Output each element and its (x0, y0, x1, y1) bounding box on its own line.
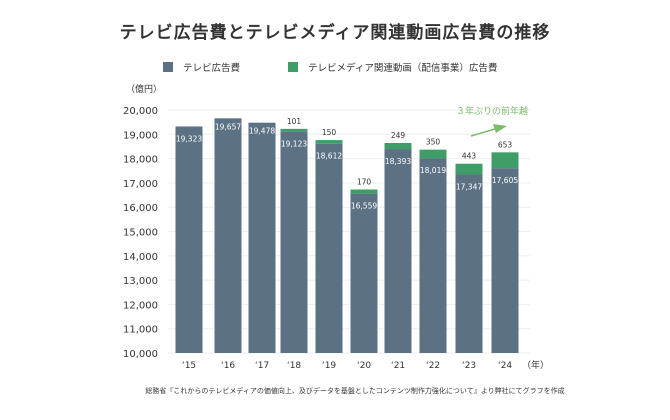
annotation-text: ３年ぶりの前年越 (456, 105, 528, 117)
data-label-video: 443 (462, 152, 477, 161)
legend-label: テレビ広告費 (183, 63, 241, 74)
data-label-tv: 19,478 (249, 127, 275, 136)
bar-tv (214, 118, 242, 353)
bar-video (280, 128, 308, 132)
y-tick-label: 12,000 (123, 300, 158, 311)
x-axis-label: （年） (522, 359, 549, 371)
bar-video (384, 142, 412, 150)
bar-video (455, 163, 483, 175)
x-tick-label: ‘16 (221, 361, 236, 371)
data-label-tv: 18,393 (385, 157, 411, 166)
bar-video (419, 149, 447, 159)
x-tick-label: ‘19 (322, 361, 337, 371)
bar-tv (491, 168, 519, 353)
x-tick-label: ‘24 (498, 361, 513, 371)
y-tick-label: 16,000 (123, 203, 158, 214)
bar-tv (350, 193, 378, 353)
legend-swatch (163, 62, 173, 72)
source-note: 総務省『これからのテレビメディアの価値向上、及びデータを基盤としたコンテンツ制作… (145, 387, 565, 395)
bar-tv (175, 126, 203, 353)
x-tick-label: ‘23 (462, 361, 476, 371)
data-label-tv: 18,019 (420, 166, 446, 175)
y-tick-label: 15,000 (123, 228, 158, 239)
arrow-head-icon (493, 124, 507, 133)
data-label-tv: 17,347 (456, 182, 482, 191)
bar-tv (248, 122, 276, 353)
y-tick-label: 18,000 (123, 155, 158, 166)
x-tick-label: ‘22 (426, 361, 440, 371)
data-label-tv: 19,323 (176, 134, 202, 143)
y-tick-label: 13,000 (123, 276, 158, 287)
data-label-tv: 19,657 (215, 122, 241, 131)
data-label-video: 249 (391, 131, 406, 140)
bar-tv (384, 149, 412, 353)
legend-item-tv: テレビ広告費 (163, 60, 240, 74)
y-tick-label: 20,000 (123, 106, 158, 117)
data-label-video: 150 (322, 128, 337, 137)
data-label-tv: 19,123 (281, 139, 307, 148)
legend-swatch (288, 62, 298, 72)
x-tick-label: ‘21 (391, 361, 405, 371)
bar-video (491, 152, 519, 169)
y-tick-label: 10,000 (123, 349, 158, 360)
y-tick-label: 11,000 (123, 325, 158, 336)
data-label-video: 350 (426, 138, 441, 147)
annotation-arrow (470, 128, 496, 137)
bar-tv (315, 143, 343, 353)
y-axis-label: （億円） (126, 83, 162, 95)
data-label-tv: 18,612 (316, 152, 342, 161)
data-label-video: 101 (287, 117, 302, 126)
y-tick-label: 19,000 (123, 130, 158, 141)
data-label-video: 170 (357, 177, 372, 186)
legend-label: テレビメディア関連動画（配信事業）広告費 (308, 63, 498, 74)
y-tick-label: 17,000 (123, 179, 158, 190)
bar-video (315, 140, 343, 144)
chart-title: テレビ広告費とテレビメディア関連動画広告費の推移 (119, 23, 551, 43)
data-label-tv: 17,605 (492, 176, 518, 185)
y-tick-label: 14,000 (123, 252, 158, 263)
x-tick-label: ‘18 (287, 361, 302, 371)
legend-item-video: テレビメディア関連動画（配信事業）広告費 (288, 60, 497, 74)
bar-tv (455, 174, 483, 353)
bar-tv (280, 131, 308, 353)
bar-tv (419, 158, 447, 353)
data-label-tv: 16,559 (351, 202, 377, 211)
x-tick-label: ‘20 (357, 361, 372, 371)
bar-video (350, 189, 378, 194)
x-tick-label: ‘15 (182, 361, 196, 371)
data-label-video: 653 (498, 140, 513, 149)
x-tick-label: ‘17 (255, 361, 269, 371)
